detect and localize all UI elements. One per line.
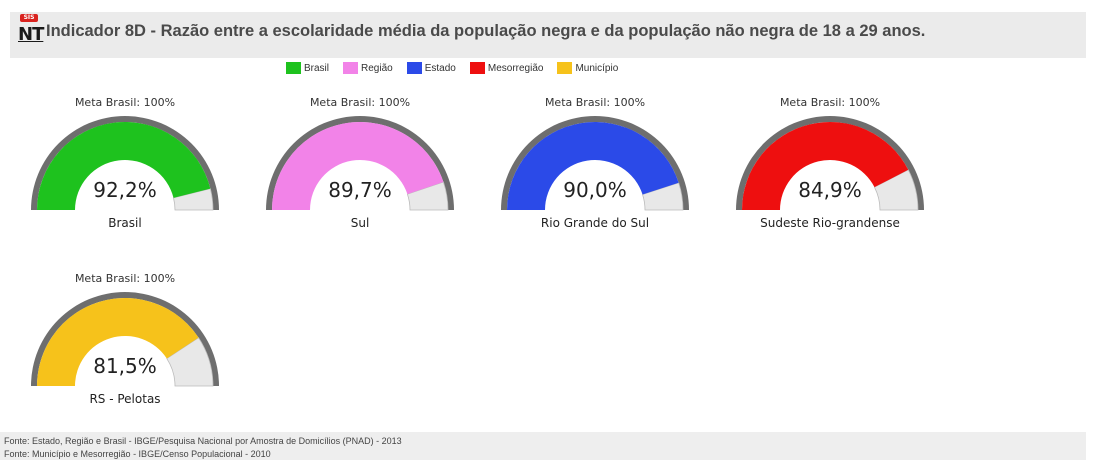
gauge-category-label: Brasil (108, 216, 142, 230)
gauge-dial (501, 116, 689, 211)
legend-label: Brasil (304, 62, 330, 74)
legend-label: Estado (424, 62, 456, 74)
gauge-dial (266, 116, 454, 211)
gauge-remainder-arc (642, 182, 684, 211)
gauge-value-arc (272, 121, 444, 210)
gauge-value-arc (507, 121, 679, 210)
gauge-dial (31, 292, 219, 387)
legend-item-0: Brasil (286, 62, 329, 74)
chart-legend: Brasil Região Estado Mesorregião Município (286, 60, 618, 76)
legend-item-2: Estado (406, 62, 456, 74)
gauge-dial (31, 116, 219, 211)
gauge-category-label: Rio Grande do Sul (540, 216, 650, 230)
legend-swatch (469, 62, 485, 74)
gauge-value-label: 81,5% (93, 354, 157, 378)
gauge-target-label: Meta Brasil: 100% (779, 96, 881, 109)
gauge-value-label: 84,9% (798, 178, 862, 202)
gauge-value-arc (742, 121, 909, 210)
gauge-1: Meta Brasil: 100% 89,7% Sul (260, 96, 460, 236)
gauge-value-arc (37, 121, 211, 210)
legend-label: Mesorregião (487, 62, 544, 74)
legend-swatch (406, 62, 422, 74)
gauge-0: Meta Brasil: 100% 92,2% Brasil (25, 96, 225, 236)
gauge-target-label: Meta Brasil: 100% (544, 96, 646, 109)
gauge-category-label: Sudeste Rio-grandense (760, 216, 900, 230)
chart-title: Indicador 8D - Razão entre a escolaridad… (46, 22, 926, 40)
legend-item-3: Mesorregião (469, 62, 544, 74)
gauge-2: Meta Brasil: 100% 90,0% Rio Grande do Sul (495, 96, 695, 236)
gauge-grid: Meta Brasil: 100% 92,2% Brasil Meta Brasil:… (25, 96, 930, 412)
gauge-remainder-arc (166, 337, 214, 387)
nt-logo: SIS NT (16, 14, 52, 54)
legend-label: Município (575, 62, 619, 74)
footer-source-2: Fonte: Município e Mesorregião - IBGE/Ce… (4, 449, 271, 459)
gauge-remainder-arc (873, 169, 919, 211)
gauge-remainder-arc (173, 188, 214, 211)
gauge-3: Meta Brasil: 100% 84,9% Sudeste Rio-grande… (730, 96, 930, 236)
header-bar: SIS NT (10, 12, 1086, 58)
gauge-value-label: 89,7% (328, 178, 392, 202)
footer-sources: Fonte: Estado, Região e Brasil - IBGE/Pe… (0, 432, 1086, 460)
gauge-value-label: 90,0% (563, 178, 627, 202)
gauge-target-label: Meta Brasil: 100% (74, 272, 176, 285)
legend-swatch (286, 62, 301, 74)
gauge-category-label: Sul (350, 216, 370, 230)
legend-label: Região (361, 62, 393, 74)
gauge-category-label: RS - Pelotas (89, 392, 161, 406)
legend-swatch (343, 62, 359, 74)
gauge-value-arc (37, 298, 199, 386)
gauge-target-label: Meta Brasil: 100% (74, 96, 176, 109)
logo-text: NT (18, 24, 44, 45)
legend-item-1: Região (343, 62, 393, 74)
gauge-target-label: Meta Brasil: 100% (309, 96, 411, 109)
gauge-dial (736, 116, 924, 211)
legend-swatch (557, 62, 573, 74)
legend-item-4: Município (557, 62, 618, 74)
logo-badge: SIS (20, 14, 38, 22)
gauge-remainder-arc (406, 181, 449, 211)
gauge-4: Meta Brasil: 100% 81,5% RS - Pelotas (25, 272, 225, 412)
gauge-value-label: 92,2% (93, 178, 157, 202)
footer-source-1: Fonte: Estado, Região e Brasil - IBGE/Pe… (4, 436, 402, 446)
